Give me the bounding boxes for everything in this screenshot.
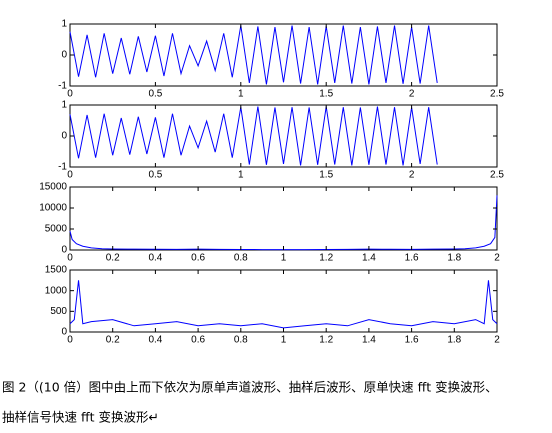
x-tick-label: 0: [67, 89, 73, 100]
x-tick-label: 1.6: [405, 253, 419, 264]
x-tick-label: 1.5: [319, 170, 333, 181]
y-tick-label: 500: [50, 306, 67, 317]
y-tick-label: 5000: [45, 224, 68, 235]
x-tick-label: 0.5: [148, 89, 162, 100]
y-tick-label: -1: [58, 81, 67, 92]
axes-box: [69, 104, 498, 168]
y-tick-label: 1500: [45, 265, 68, 276]
x-tick-label: 0.2: [106, 253, 120, 264]
x-tick-label: 1.5: [319, 89, 333, 100]
axes-box: [69, 23, 498, 87]
x-tick-label: 2.5: [490, 170, 504, 181]
x-tick-label: 1: [281, 253, 287, 264]
x-tick-label: 1: [238, 170, 244, 181]
x-tick-label: 0.6: [191, 335, 205, 346]
x-tick-label: 0.5: [148, 170, 162, 181]
x-tick-label: 0.8: [234, 253, 248, 264]
axes-box: [69, 186, 498, 251]
y-tick-label: 1: [61, 19, 67, 30]
x-tick-label: 1.6: [405, 335, 419, 346]
y-tick-label: 15000: [39, 182, 67, 193]
x-tick-label: 2: [409, 170, 415, 181]
x-tick-label: 1.2: [319, 335, 333, 346]
x-tick-label: 0: [67, 253, 73, 264]
caption-line: 图 2（(10 倍）图中由上而下依次为原单声道波形、抽样后波形、原单快速 fft…: [2, 380, 498, 395]
y-tick-label: 10000: [39, 203, 67, 214]
x-tick-label: 1.2: [319, 253, 333, 264]
x-tick-label: 0.4: [148, 253, 162, 264]
x-tick-label: 0.8: [234, 335, 248, 346]
x-tick-label: 0: [67, 170, 73, 181]
x-tick-label: 2: [494, 253, 500, 264]
axes-box: [69, 269, 498, 333]
x-tick-label: 2: [494, 335, 500, 346]
y-tick-label: 0: [61, 245, 67, 256]
y-tick-label: 0: [61, 131, 67, 142]
waveform: [69, 25, 438, 85]
x-tick-label: 1.4: [362, 335, 376, 346]
x-tick-label: 0: [67, 335, 73, 346]
waveform: [69, 106, 438, 166]
x-tick-label: 0.2: [106, 335, 120, 346]
x-tick-label: 1.8: [447, 335, 461, 346]
x-tick-label: 2: [409, 89, 415, 100]
y-tick-label: 1000: [45, 285, 68, 296]
y-tick-label: 0: [61, 327, 67, 338]
x-tick-label: 2.5: [490, 89, 504, 100]
x-tick-label: 0.4: [148, 335, 162, 346]
y-tick-label: -1: [58, 162, 67, 173]
x-tick-label: 1.4: [362, 253, 376, 264]
x-tick-label: 1: [238, 89, 244, 100]
caption-line: 抽样信号快速 fft 变换波形↵: [2, 410, 159, 425]
y-tick-label: 0: [61, 50, 67, 61]
y-tick-label: 1: [61, 100, 67, 111]
waveform: [69, 280, 498, 329]
x-tick-label: 0.6: [191, 253, 205, 264]
x-tick-label: 1: [281, 335, 287, 346]
x-tick-label: 1.8: [447, 253, 461, 264]
